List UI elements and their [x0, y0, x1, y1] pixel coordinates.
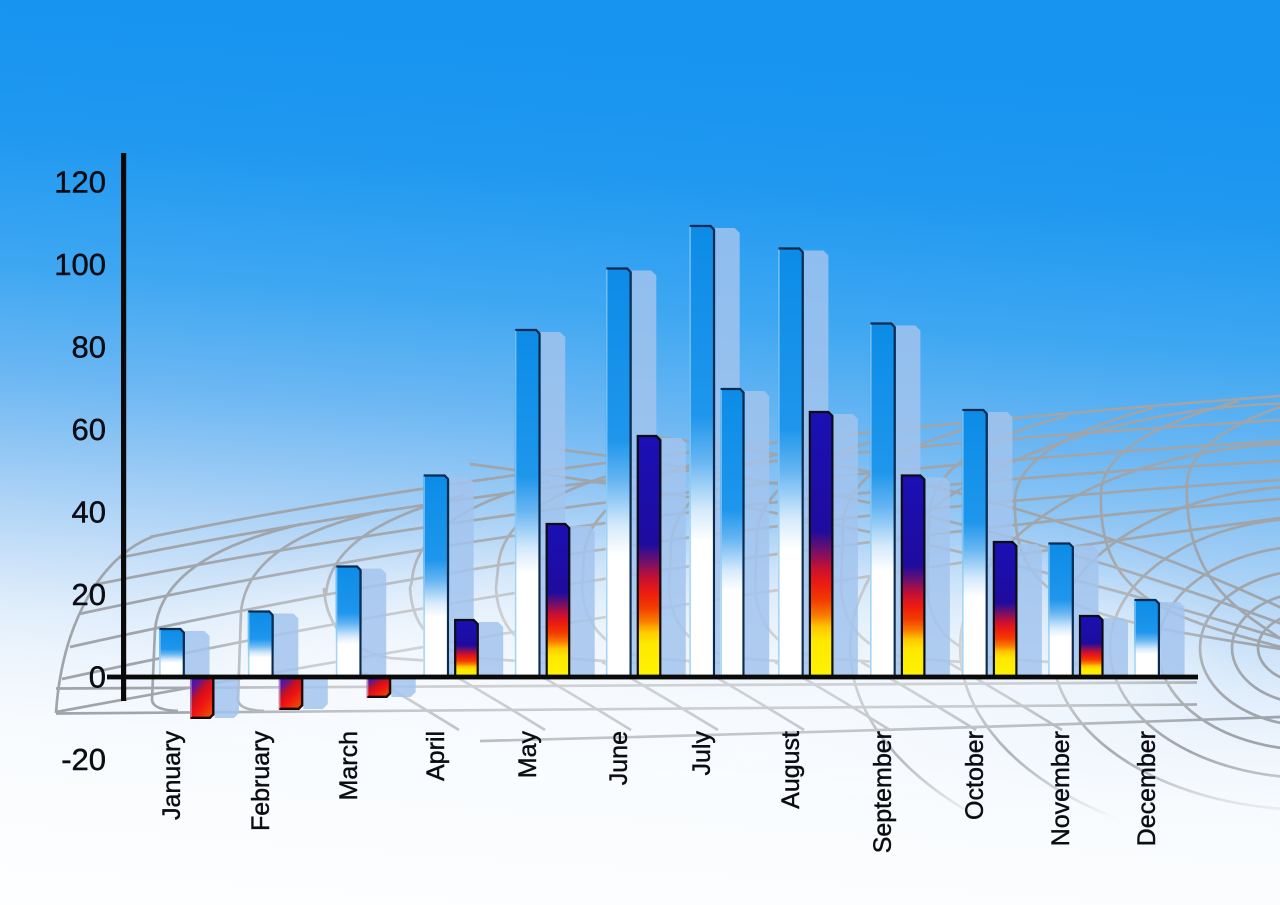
svg-text:20: 20 [72, 577, 106, 612]
svg-text:October: October [961, 731, 989, 820]
svg-text:May: May [514, 731, 542, 779]
svg-text:April: April [422, 731, 450, 781]
svg-text:40: 40 [72, 495, 106, 530]
svg-text:80: 80 [72, 330, 106, 365]
svg-text:100: 100 [54, 247, 106, 282]
svg-text:January: January [158, 731, 186, 820]
svg-text:60: 60 [72, 412, 106, 447]
svg-text:July: July [688, 731, 716, 776]
svg-text:June: June [605, 731, 633, 785]
svg-text:August: August [777, 731, 805, 809]
svg-text:September: September [869, 731, 897, 853]
svg-text:December: December [1133, 731, 1161, 846]
svg-text:February: February [247, 731, 275, 832]
svg-text:120: 120 [54, 165, 106, 200]
svg-text:March: March [335, 731, 363, 800]
svg-text:-20: -20 [61, 742, 106, 777]
svg-text:0: 0 [89, 660, 106, 695]
svg-text:November: November [1047, 731, 1075, 846]
